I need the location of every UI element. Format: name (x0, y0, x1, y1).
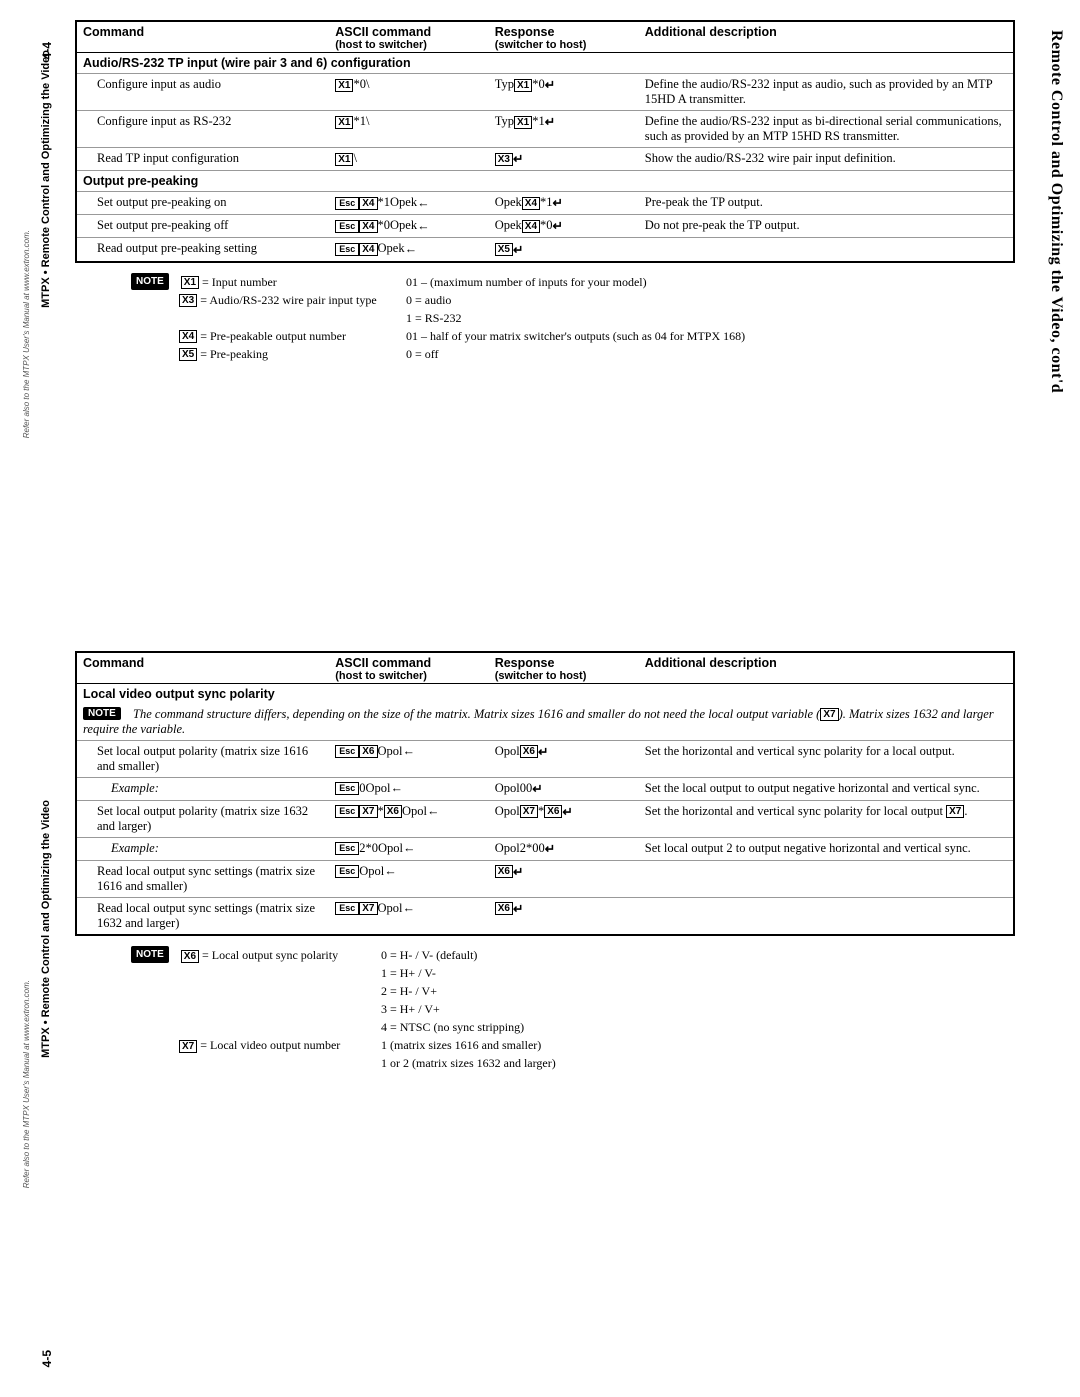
table-row: Configure input as RS-232 X1*1\ TypX1*1↵… (76, 111, 1014, 148)
table-row: Set local output polarity (matrix size 1… (76, 800, 1014, 837)
side-ref-top: Refer also to the MTPX User's Manual at … (22, 230, 31, 438)
page-num-bottom: 4-5 (40, 1350, 54, 1367)
th-ascii: ASCII command(host to switcher) (329, 21, 488, 53)
note-tag: NOTE (131, 273, 169, 290)
note-block-2: NOTE X6 = Local output sync polarity 0 =… (131, 946, 1015, 1072)
page-num-top: 4-4 (40, 42, 54, 59)
th-ascii: ASCII command(host to switcher) (329, 652, 488, 684)
section-local-video: Local video output sync polarity (76, 683, 1014, 704)
table-row: Example: Esc0Opol← Opol00↵ Set the local… (76, 777, 1014, 800)
section-audio-rs232: Audio/RS-232 TP input (wire pair 3 and 6… (76, 53, 1014, 74)
table-row: Configure input as audio X1*0\ TypX1*0↵ … (76, 74, 1014, 111)
side-label-bottom: MTPX • Remote Control and Optimizing the… (40, 800, 52, 1058)
section-output-prepeak: Output pre-peaking (76, 171, 1014, 192)
th-response: Response(switcher to host) (489, 21, 639, 53)
table-row: Read local output sync settings (matrix … (76, 860, 1014, 897)
table-row: Set local output polarity (matrix size 1… (76, 740, 1014, 777)
table-row: Read local output sync settings (matrix … (76, 897, 1014, 935)
th-command: Command (76, 21, 329, 53)
th-desc: Additional description (639, 652, 1014, 684)
th-desc: Additional description (639, 21, 1014, 53)
table-row: Set output pre-peaking off EscX4*0Opek← … (76, 215, 1014, 238)
table-row: Set output pre-peaking on EscX4*1Opek← O… (76, 192, 1014, 215)
note-block-1: NOTE X1 = Input number 01 – (maximum num… (131, 273, 1015, 363)
side-label-top: MTPX • Remote Control and Optimizing the… (40, 50, 52, 308)
chapter-banner: Remote Control and Optimizing the Video,… (1047, 30, 1065, 393)
command-table-1: Command ASCII command(host to switcher) … (75, 20, 1015, 263)
th-command: Command (76, 652, 329, 684)
side-ref-bottom: Refer also to the MTPX User's Manual at … (22, 980, 31, 1188)
table-row: Example: Esc2*0Opol← Opol2*00↵ Set local… (76, 837, 1014, 860)
command-table-2: Command ASCII command(host to switcher) … (75, 651, 1015, 936)
th-response: Response(switcher to host) (489, 652, 639, 684)
table-row: Read TP input configuration X1\ X3↵ Show… (76, 148, 1014, 171)
table-row: Read output pre-peaking setting EscX4Ope… (76, 238, 1014, 262)
inline-note: NOTE The command structure differs, depe… (76, 704, 1014, 741)
